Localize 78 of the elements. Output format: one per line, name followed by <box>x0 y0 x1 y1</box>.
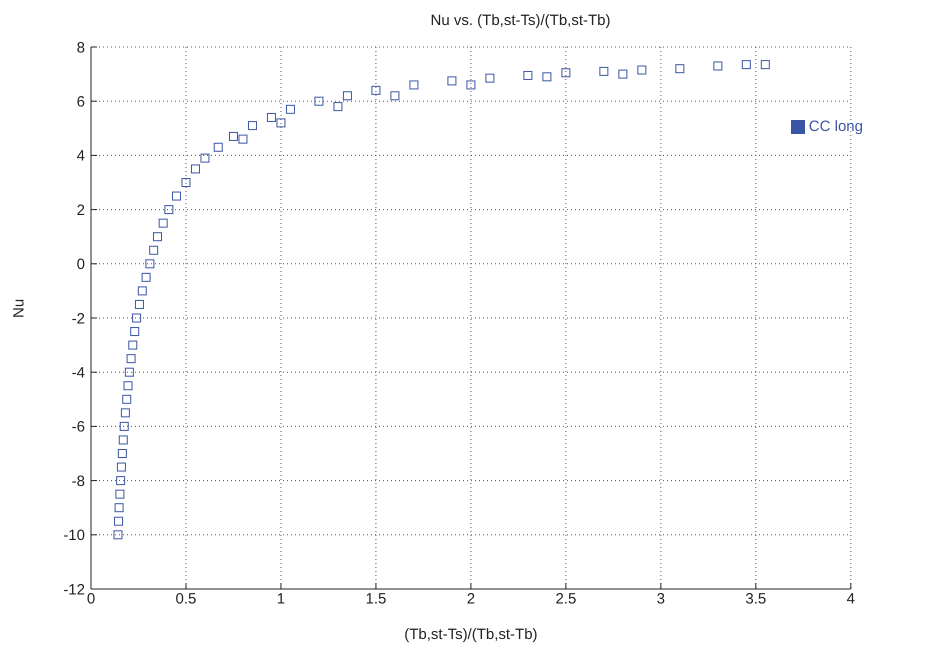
point <box>130 327 140 336</box>
point <box>637 66 646 75</box>
point <box>314 96 324 106</box>
point <box>276 118 286 128</box>
point <box>181 178 190 187</box>
point <box>390 91 400 100</box>
y-tick-label: -8 <box>72 472 85 490</box>
point <box>542 72 552 82</box>
x-tick-label: 1 <box>276 590 286 608</box>
point <box>266 112 276 122</box>
point <box>286 104 295 114</box>
y-tick-label: 8 <box>76 39 85 56</box>
point <box>114 503 124 512</box>
x-tick-label: 4 <box>846 590 855 608</box>
point <box>172 192 181 201</box>
y-tick-label: 2 <box>76 202 85 219</box>
point <box>128 340 138 350</box>
point <box>618 70 628 79</box>
y-tick-label: 4 <box>76 148 85 165</box>
point <box>152 232 162 242</box>
point <box>485 74 494 83</box>
x-tick-label: 2 <box>466 590 476 608</box>
point <box>599 66 608 76</box>
point <box>138 286 147 296</box>
point <box>158 218 168 228</box>
point <box>116 476 126 486</box>
x-tick-label: 3.5 <box>745 590 766 608</box>
point <box>142 272 151 282</box>
y-tick-label: -4 <box>72 364 85 382</box>
point <box>116 462 126 472</box>
point <box>124 368 134 377</box>
y-tick-label: 6 <box>76 94 85 111</box>
y-tick-label: -6 <box>72 418 85 436</box>
point <box>120 422 129 431</box>
chart-title: Nu vs. (Tb,st-Ts)/(Tb,st-Tb) <box>430 12 612 29</box>
point <box>409 80 418 90</box>
point <box>713 61 722 70</box>
point <box>115 490 124 499</box>
point <box>132 314 142 322</box>
x-tick-label: 2.5 <box>555 590 576 608</box>
point <box>214 142 223 152</box>
point <box>238 134 248 144</box>
point <box>466 80 476 90</box>
point <box>126 354 136 364</box>
point <box>200 154 210 163</box>
y-tick-label: -2 <box>72 310 85 328</box>
legend-label: CC long <box>808 118 863 135</box>
y-axis-title: Nu <box>10 298 28 318</box>
point <box>118 449 127 458</box>
point <box>124 381 133 390</box>
point <box>164 205 174 214</box>
point <box>561 68 570 78</box>
point <box>342 91 352 100</box>
y-tick-label: 0 <box>76 256 85 274</box>
point <box>113 530 122 540</box>
point <box>149 246 158 255</box>
point <box>523 70 532 80</box>
point <box>760 60 770 70</box>
x-tick-label: 1.5 <box>365 590 386 608</box>
point <box>742 60 751 70</box>
point <box>447 76 456 86</box>
point <box>114 516 124 526</box>
x-tick-label: 3 <box>656 590 666 608</box>
point <box>118 435 128 444</box>
point <box>675 64 684 74</box>
point <box>190 164 200 174</box>
point <box>120 408 130 418</box>
y-tick-label: -10 <box>63 527 85 544</box>
point <box>145 259 154 268</box>
x-tick-label: 0.5 <box>176 590 196 608</box>
point <box>122 394 132 404</box>
y-tick-label: -12 <box>63 581 85 598</box>
point <box>371 86 380 95</box>
point <box>333 102 342 112</box>
point <box>134 300 144 309</box>
point <box>228 132 238 141</box>
point <box>248 121 257 130</box>
x-axis-title: (Tb,st-Ts)/(Tb,st-Tb) <box>404 626 538 643</box>
